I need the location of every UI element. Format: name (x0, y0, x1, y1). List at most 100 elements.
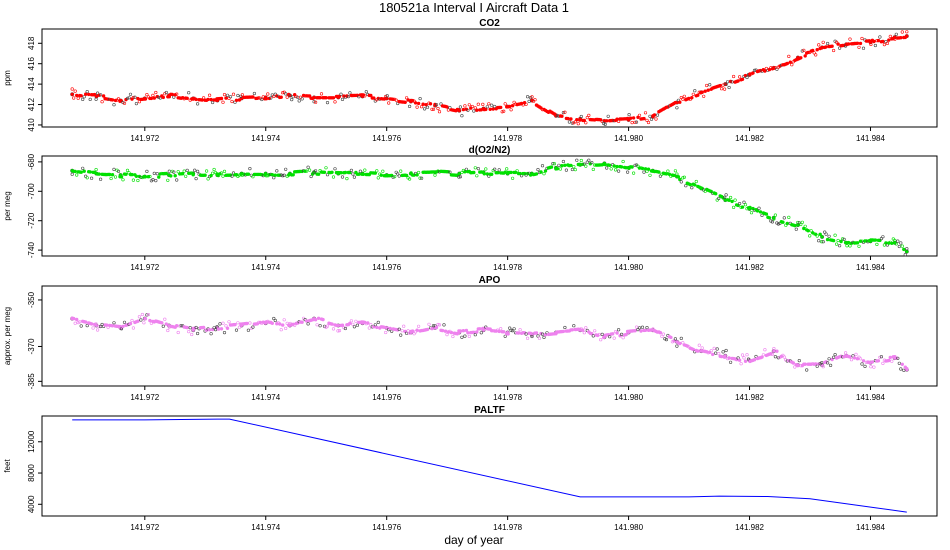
data-point (72, 96, 76, 100)
data-point (113, 175, 118, 179)
data-point (154, 90, 158, 95)
data-point (693, 183, 697, 187)
data-point (175, 92, 179, 96)
data-point (110, 324, 115, 328)
data-point (476, 167, 480, 171)
data-point (891, 36, 895, 41)
data-point (381, 169, 385, 173)
data-point (505, 167, 509, 171)
x-tick-label: 141.976 (372, 523, 401, 532)
data-point (849, 241, 854, 245)
data-point (788, 60, 792, 64)
data-point (563, 325, 567, 330)
data-point (561, 110, 566, 115)
data-point (703, 89, 707, 93)
data-point (127, 96, 131, 100)
data-point (272, 176, 276, 180)
data-point (399, 169, 403, 173)
data-point (445, 105, 449, 109)
data-point (563, 110, 567, 114)
data-point (316, 316, 321, 320)
y-tick-label: -350 (27, 291, 36, 308)
data-point (404, 173, 409, 178)
data-point (149, 96, 154, 101)
data-point (827, 357, 831, 361)
data-point (509, 170, 513, 175)
data-point (528, 173, 533, 177)
data-point (211, 171, 215, 175)
data-point (110, 173, 115, 177)
data-point (340, 323, 345, 327)
data-point (643, 111, 648, 115)
data-point (797, 359, 801, 363)
data-point (727, 356, 731, 360)
data-point (431, 170, 436, 174)
data-point (664, 172, 669, 176)
data-point (191, 173, 195, 177)
data-point (887, 241, 891, 245)
data-point (473, 106, 477, 110)
data-point (863, 364, 867, 369)
data-point (131, 95, 135, 100)
data-point (315, 323, 319, 327)
data-point (522, 101, 527, 105)
data-point (557, 163, 561, 167)
x-tick-label: 141.984 (856, 393, 885, 402)
data-point (205, 169, 209, 173)
data-point (825, 361, 830, 365)
data-point (203, 173, 207, 177)
data-point (137, 315, 141, 319)
data-point (900, 362, 904, 366)
data-point (615, 331, 619, 335)
data-point (751, 71, 755, 75)
data-point (405, 331, 409, 335)
data-point (904, 249, 909, 254)
data-point (446, 108, 451, 112)
data-point (72, 316, 76, 321)
data-point (611, 332, 615, 336)
data-point (712, 346, 716, 351)
data-point (466, 108, 470, 112)
data-point (772, 347, 776, 351)
data-point (318, 324, 322, 328)
x-tick-label: 141.978 (493, 134, 522, 143)
data-point (684, 184, 688, 188)
data-point (752, 358, 757, 362)
data-point (761, 353, 766, 357)
data-point (691, 92, 695, 96)
data-point (563, 163, 567, 167)
data-point (325, 324, 330, 328)
data-point (608, 163, 612, 167)
data-point (833, 233, 837, 237)
data-point (463, 170, 467, 174)
data-point (578, 162, 582, 166)
data-point (100, 322, 104, 327)
data-point (842, 355, 846, 359)
data-point (815, 48, 819, 52)
data-point (458, 105, 463, 109)
data-point (616, 169, 621, 173)
data-point (355, 93, 360, 98)
x-tick-label: 141.976 (372, 134, 401, 143)
data-point (184, 174, 188, 178)
data-point (542, 335, 546, 340)
data-point (431, 324, 436, 328)
data-point (382, 325, 386, 329)
data-point (440, 328, 445, 333)
data-point (510, 176, 515, 180)
data-point (331, 96, 336, 100)
y-tick-label: -385 (27, 373, 36, 390)
data-point (421, 102, 425, 106)
data-point (737, 75, 742, 79)
data-point (451, 334, 455, 339)
data-point (151, 93, 155, 97)
data-point (803, 362, 807, 366)
data-point (667, 172, 672, 176)
data-point (624, 332, 628, 337)
data-point (770, 220, 775, 224)
data-point (742, 200, 746, 204)
data-point (902, 368, 906, 372)
y-tick-label: 416 (27, 56, 36, 70)
data-point (645, 326, 649, 330)
data-point (497, 168, 501, 172)
